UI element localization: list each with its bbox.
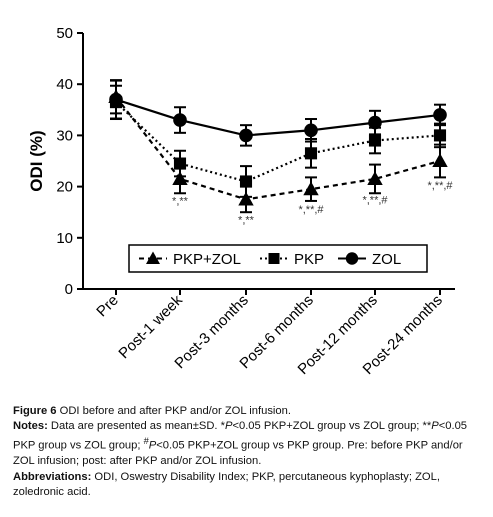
marker-square (268, 253, 280, 264)
chart-legend: PKP+ZOL PKP ZOL (128, 244, 428, 273)
marker-triangle (303, 181, 319, 196)
y-axis-label: ODI (%) (27, 130, 46, 191)
marker-circle (173, 113, 187, 127)
marker-square (368, 134, 382, 147)
y-tick-label: 10 (56, 230, 73, 247)
marker-circle (368, 115, 382, 130)
notes-label: Notes: (13, 420, 48, 433)
y-tick-label: 30 (56, 127, 73, 144)
figure-text: ODI before and after PKP and/or ZOL infu… (56, 405, 291, 417)
notes-p1: P (224, 420, 233, 433)
notes-text-b: <0.05 PKP+ZOL group vs ZOL group; ** (232, 420, 432, 433)
series-zol (109, 79, 447, 147)
caption-abbreviations: Abbreviations: ODI, Oswestry Disability … (13, 470, 485, 500)
marker-circle (433, 108, 447, 122)
marker-circle (304, 123, 318, 138)
significance-label: *,** (238, 214, 255, 226)
notes-text-a: Data are presented as mean±SD. * (47, 420, 225, 433)
abbr-label: Abbreviations: (13, 470, 92, 483)
series-pkp (109, 84, 447, 198)
notes-p2: P (431, 420, 439, 433)
chart-annotations: *,** *,** *,**,# *,**,# *,**,# (172, 180, 453, 226)
notes-p3: P (148, 440, 157, 453)
marker-triangle (172, 171, 188, 185)
marker-square (239, 175, 253, 188)
chart-series (108, 79, 448, 214)
significance-label: *,**,# (362, 194, 388, 206)
marker-square (433, 129, 447, 142)
notes-hash: # (143, 436, 149, 447)
abbr-text: ODI, Oswestry Disability Index; PKP, per… (13, 470, 440, 498)
notes-text-d: <0.05 PKP+ZOL group vs PKP group. Pre: b… (13, 440, 463, 468)
significance-label: *,**,# (427, 180, 453, 192)
marker-square (304, 147, 318, 160)
x-tick-label: Post-1 week (115, 291, 186, 362)
series-pkp-zol (108, 79, 448, 214)
notes-text-c: <0.05 PKP group vs ZOL group; (13, 420, 468, 453)
series-line (115, 98, 441, 137)
marker-triangle (146, 251, 160, 264)
caption-title: Figure 6 ODI before and after PKP and/or… (13, 404, 485, 419)
marker-triangle (432, 153, 448, 168)
significance-label: *,**,# (298, 204, 324, 216)
marker-circle (345, 252, 359, 265)
legend-label: PKP+ZOL (173, 251, 241, 268)
caption-notes: Notes: Data are presented as mean±SD. *P… (13, 419, 485, 469)
marker-triangle (238, 191, 254, 206)
figure-caption: Figure 6 ODI before and after PKP and/or… (13, 404, 485, 500)
marker-circle (109, 92, 123, 107)
legend-label: PKP (294, 251, 324, 268)
marker-circle (239, 128, 253, 143)
figure-label: Figure 6 (13, 405, 57, 417)
y-tick-label: 0 (65, 281, 73, 298)
marker-square (173, 157, 187, 170)
significance-label: *,** (172, 196, 189, 208)
x-tick-label: Pre (93, 292, 122, 321)
y-tick-label: 20 (56, 179, 73, 196)
y-tick-label: 40 (56, 76, 73, 93)
marker-triangle (367, 171, 383, 185)
legend-label: ZOL (372, 251, 401, 268)
y-tick-label: 50 (56, 25, 73, 42)
